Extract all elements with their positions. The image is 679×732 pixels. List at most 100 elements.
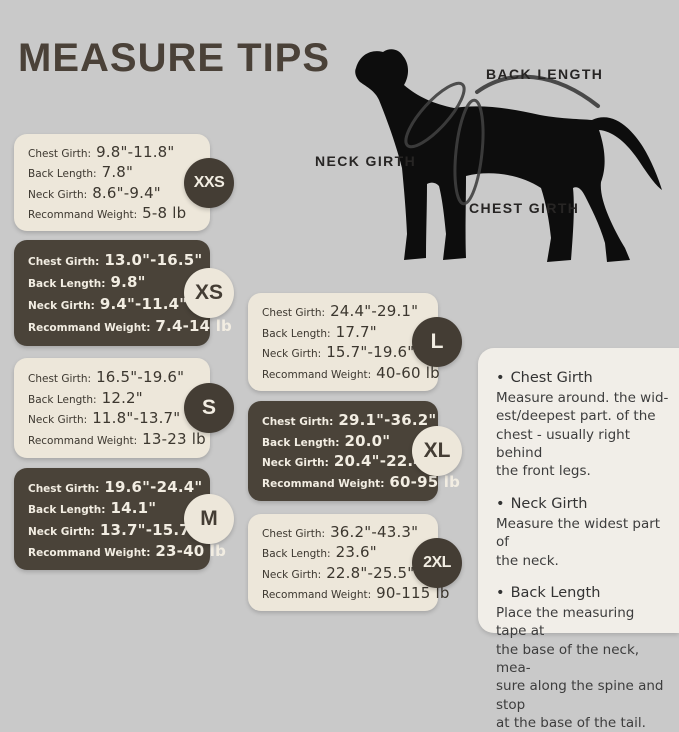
dog-silhouette-diagram bbox=[355, 49, 662, 263]
field-value: 29.1"-36.2" bbox=[338, 410, 437, 429]
field-label: Neck Girth: bbox=[262, 457, 329, 470]
bullet-icon: • bbox=[496, 584, 505, 601]
field-value: 60-95 lb bbox=[389, 473, 461, 492]
tip-heading-text: Neck Girth bbox=[510, 495, 588, 512]
weight-row: Recommand Weight: 40-60 lb bbox=[262, 364, 440, 382]
neck-girth-row: Neck Girth: 15.7"-19.6" bbox=[262, 343, 424, 361]
field-value: 5-8 lb bbox=[142, 203, 187, 222]
tip-heading: • Neck Girth bbox=[496, 496, 669, 512]
field-label: Back Length: bbox=[28, 504, 106, 517]
size-badge-xl: XL bbox=[412, 426, 462, 476]
field-value: 8.6"-9.4" bbox=[92, 183, 161, 202]
field-label: Recommand Weight: bbox=[262, 478, 385, 491]
measuring-tips-panel: • Chest Girth Measure around. the wid- es… bbox=[478, 348, 679, 731]
weight-row: Recommand Weight: 5-8 lb bbox=[28, 204, 196, 222]
chest-girth-row: Chest Girth: 9.8"-11.8" bbox=[28, 143, 196, 161]
field-value: 11.8"-13.7" bbox=[92, 409, 181, 428]
size-card-xl: Chest Girth: 29.1"-36.2" Back Length: 20… bbox=[248, 401, 462, 501]
size-badge-xs: XS bbox=[184, 268, 234, 318]
chest-girth-row: Chest Girth: 19.6"-24.4" bbox=[28, 478, 202, 496]
field-label: Recommand Weight: bbox=[28, 546, 151, 559]
size-badge-m: M bbox=[184, 494, 234, 544]
weight-row: Recommand Weight: 90-115 lb bbox=[262, 584, 449, 602]
field-value: 40-60 lb bbox=[376, 363, 440, 382]
field-label: Back Length: bbox=[28, 168, 97, 181]
bullet-icon: • bbox=[496, 495, 505, 512]
field-value: 90-115 lb bbox=[376, 583, 450, 602]
field-label: Recommand Weight: bbox=[28, 435, 138, 448]
weight-row: Recommand Weight: 13-23 lb bbox=[28, 430, 206, 448]
tip-body-text: Measure the widest part of the neck. bbox=[496, 515, 661, 569]
field-value: 17.7" bbox=[335, 322, 377, 341]
field-value: 12.2" bbox=[101, 388, 143, 407]
dog-silhouette bbox=[355, 49, 662, 263]
field-value: 9.8"-11.8" bbox=[96, 143, 175, 162]
field-value: 22.8"-25.5" bbox=[326, 563, 415, 582]
back-length-row: Back Length: 12.2" bbox=[28, 389, 196, 407]
field-label: Back Length: bbox=[262, 436, 340, 449]
weight-row: Recommand Weight: 7.4-14 lb bbox=[28, 317, 232, 335]
back-length-row: Back Length: 7.8" bbox=[28, 163, 196, 181]
field-value: 9.8" bbox=[110, 273, 146, 291]
neck-girth-row: Neck Girth: 22.8"-25.5" bbox=[262, 564, 424, 582]
chest-girth-loop bbox=[453, 98, 485, 206]
field-label: Chest Girth: bbox=[262, 307, 326, 320]
size-badge-l: L bbox=[412, 317, 462, 367]
back-length-row: Back Length: 23.6" bbox=[262, 543, 424, 561]
field-label: Recommand Weight: bbox=[28, 322, 151, 334]
field-label: Back Length: bbox=[28, 393, 97, 406]
field-label: Neck Girth: bbox=[262, 568, 322, 581]
field-label: Neck Girth: bbox=[262, 348, 322, 361]
field-label: Back Length: bbox=[262, 548, 331, 561]
field-value: 9.4"-11.4" bbox=[99, 295, 188, 313]
field-label: Neck Girth: bbox=[28, 414, 88, 427]
chest-girth-row: Chest Girth: 36.2"-43.3" bbox=[262, 523, 424, 541]
size-card-2xl: Chest Girth: 36.2"-43.3" Back Length: 23… bbox=[248, 514, 462, 611]
back-length-row: Back Length: 14.1" bbox=[28, 499, 196, 517]
tip-body-text: Measure around. the wid- est/deepest par… bbox=[496, 390, 669, 480]
back-length-label: BACK LENGTH bbox=[486, 66, 604, 82]
field-value: 23.6" bbox=[335, 543, 377, 562]
field-value: 19.6"-24.4" bbox=[104, 478, 203, 497]
field-label: Recommand Weight: bbox=[262, 588, 372, 601]
neck-girth-row: Neck Girth: 8.6"-9.4" bbox=[28, 184, 196, 202]
field-label: Chest Girth: bbox=[262, 528, 326, 541]
size-badge-xxs: XXS bbox=[184, 157, 234, 208]
chest-girth-row: Chest Girth: 24.4"-29.1" bbox=[262, 302, 424, 320]
back-length-row: Back Length: 20.0" bbox=[262, 432, 424, 450]
field-value: 13-23 lb bbox=[142, 430, 206, 449]
field-value: 14.1" bbox=[110, 499, 157, 518]
weight-row: Recommand Weight: 23-40 lb bbox=[28, 542, 226, 560]
measure-tips-infographic: MEASURE TIPS BACK LENGTH NECK GIRTH CHES… bbox=[14, 36, 679, 732]
field-value: 24.4"-29.1" bbox=[330, 302, 419, 321]
bullet-icon: • bbox=[496, 370, 505, 386]
tip-body-text: Place the measuring tape at the base of … bbox=[496, 604, 664, 732]
neck-girth-row: Neck Girth: 9.4"-11.4" bbox=[28, 295, 196, 313]
field-value: 23-40 lb bbox=[155, 541, 227, 560]
size-card-s: Chest Girth: 16.5"-19.6" Back Length: 12… bbox=[14, 358, 234, 458]
chest-girth-row: Chest Girth: 13.0"-16.5" bbox=[28, 251, 202, 269]
size-badge-2xl: 2XL bbox=[412, 537, 462, 588]
field-value: 15.7"-19.6" bbox=[326, 343, 415, 362]
back-length-row: Back Length: 17.7" bbox=[262, 323, 424, 341]
tip-heading-text: Chest Girth bbox=[510, 370, 593, 386]
neck-girth-row: Neck Girth: 13.7"-15.7" bbox=[28, 520, 198, 539]
field-label: Back Length: bbox=[262, 327, 331, 340]
tip-heading-text: Back Length bbox=[510, 584, 601, 601]
field-value: 20.0" bbox=[344, 431, 391, 450]
size-card-m: Chest Girth: 19.6"-24.4" Back Length: 14… bbox=[14, 468, 234, 570]
chest-girth-row: Chest Girth: 29.1"-36.2" bbox=[262, 411, 436, 429]
field-value: 20.4"-22.4" bbox=[333, 452, 432, 471]
size-card-l: Chest Girth: 24.4"-29.1" Back Length: 17… bbox=[248, 293, 462, 391]
tip-heading: • Back Length bbox=[496, 585, 669, 601]
page-title: MEASURE TIPS bbox=[18, 36, 331, 80]
chest-girth-row: Chest Girth: 16.5"-19.6" bbox=[28, 368, 196, 386]
field-value: 13.7"-15.7" bbox=[99, 520, 198, 539]
tip-neck-girth: • Neck Girth Measure the widest part of t… bbox=[496, 496, 669, 570]
neck-girth-row: Neck Girth: 11.8"-13.7" bbox=[28, 409, 196, 427]
field-value: 7.4-14 lb bbox=[155, 317, 232, 335]
tip-back-length: • Back Length Place the measuring tape at… bbox=[496, 585, 669, 732]
back-length-row: Back Length: 9.8" bbox=[28, 273, 196, 291]
field-label: Neck Girth: bbox=[28, 300, 95, 312]
size-card-xs: Chest Girth: 13.0"-16.5" Back Length: 9.… bbox=[14, 240, 234, 346]
